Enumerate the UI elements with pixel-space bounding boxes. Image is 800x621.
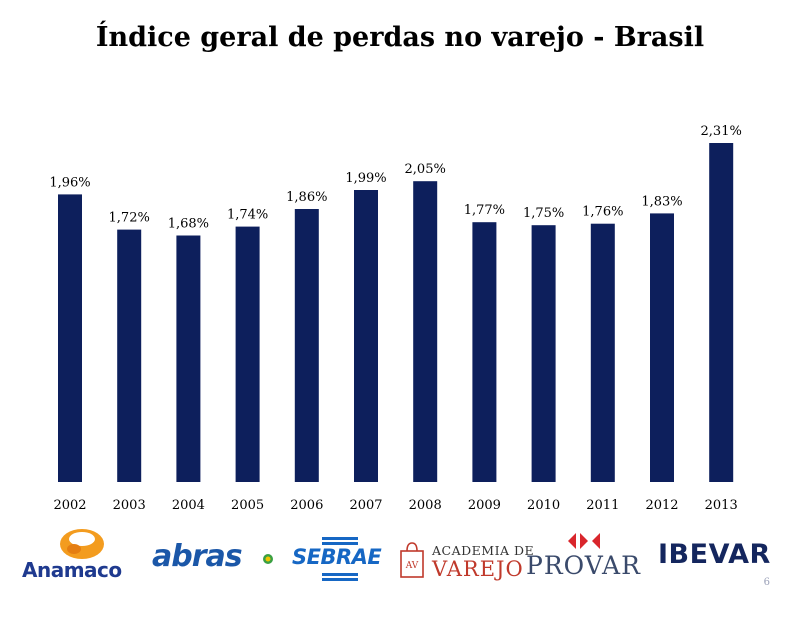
abras-dot-icon xyxy=(263,554,273,564)
academia-mark-text: AV xyxy=(405,561,419,571)
x-tick-label-2008: 2008 xyxy=(409,498,442,513)
provar-emblem-icon xyxy=(568,533,600,549)
bar-2006 xyxy=(294,209,319,482)
value-label-2009: 1,77% xyxy=(464,203,505,218)
anamaco-logo: Anamaco xyxy=(22,527,137,587)
x-tick-label-2004: 2004 xyxy=(172,498,205,513)
anamaco-logo-text: Anamaco xyxy=(22,558,122,582)
sebrae-logo-text: SEBRAE xyxy=(292,545,382,569)
value-label-2013: 2,31% xyxy=(701,124,742,139)
academia-de-varejo-logo: AV ACADEMIA DE VAREJO xyxy=(398,537,534,589)
value-label-2005: 1,74% xyxy=(227,208,268,223)
value-label-2003: 1,72% xyxy=(109,211,150,226)
x-tick-label-2012: 2012 xyxy=(645,498,678,513)
bar-2003 xyxy=(117,229,142,482)
value-label-2012: 1,83% xyxy=(641,194,682,209)
academia-logo-text-top: ACADEMIA DE xyxy=(432,543,535,558)
provar-logo-text: PROVAR xyxy=(526,551,641,580)
bar-2013 xyxy=(709,143,734,482)
abras-logo: abras xyxy=(152,539,277,579)
bar-2011 xyxy=(590,223,615,482)
bar-2008 xyxy=(413,181,438,482)
anamaco-emblem-icon xyxy=(60,529,104,559)
x-tick-label-2010: 2010 xyxy=(527,498,560,513)
ibevar-logo-text: IBEVAR xyxy=(658,539,771,570)
x-tick-label-2002: 2002 xyxy=(53,498,86,513)
bar-2005 xyxy=(235,226,260,482)
sebrae-logo: SEBRAE xyxy=(290,535,385,583)
sponsor-logos: Anamaco abras SEBRAE AV ACADEMIA DE VARE… xyxy=(0,525,800,595)
value-labels-group: 1,96% 1,72% 1,68% 1,74% 1,86% 1,99% 2,05% 1,77%… xyxy=(49,124,742,232)
bar-2012 xyxy=(650,213,674,482)
value-label-2008: 2,05% xyxy=(405,162,446,177)
ibevar-logo: IBEVAR xyxy=(658,539,783,579)
x-tick-label-2003: 2003 xyxy=(113,498,146,513)
page-number: 6 xyxy=(763,577,770,588)
x-tick-label-2011: 2011 xyxy=(586,498,619,513)
x-tick-label-2006: 2006 xyxy=(290,498,323,513)
bar-2004 xyxy=(176,235,201,482)
x-axis-labels-group: 2002 2003 2004 2005 2006 2007 2008 2009 2010 2011… xyxy=(53,498,737,513)
bar-chart: 1,96% 1,72% 1,68% 1,74% 1,86% 1,99% 2,05% 1,77%… xyxy=(49,124,742,513)
value-label-2002: 1,96% xyxy=(49,175,90,190)
value-label-2006: 1,86% xyxy=(286,190,327,205)
bar-2009 xyxy=(472,222,497,482)
value-label-2007: 1,99% xyxy=(345,171,386,186)
bar-2002 xyxy=(58,194,82,482)
value-label-2010: 1,75% xyxy=(523,206,564,221)
bars-group xyxy=(58,143,734,482)
bar-2010 xyxy=(531,225,556,482)
value-label-2004: 1,68% xyxy=(168,217,209,232)
provar-logo: PROVAR xyxy=(526,531,651,583)
academia-logo-text-bottom: VAREJO xyxy=(432,557,524,581)
abras-logo-text: abras xyxy=(152,539,243,574)
shopping-bag-icon: AV xyxy=(400,542,424,578)
bar-2007 xyxy=(354,190,378,482)
x-tick-label-2005: 2005 xyxy=(231,498,264,513)
x-tick-label-2013: 2013 xyxy=(705,498,738,513)
page-title: Índice geral de perdas no varejo - Brasi… xyxy=(95,22,705,53)
x-tick-label-2009: 2009 xyxy=(468,498,501,513)
value-label-2011: 1,76% xyxy=(582,205,623,220)
x-tick-label-2007: 2007 xyxy=(349,498,382,513)
sebrae-stripes-icon xyxy=(322,537,358,581)
